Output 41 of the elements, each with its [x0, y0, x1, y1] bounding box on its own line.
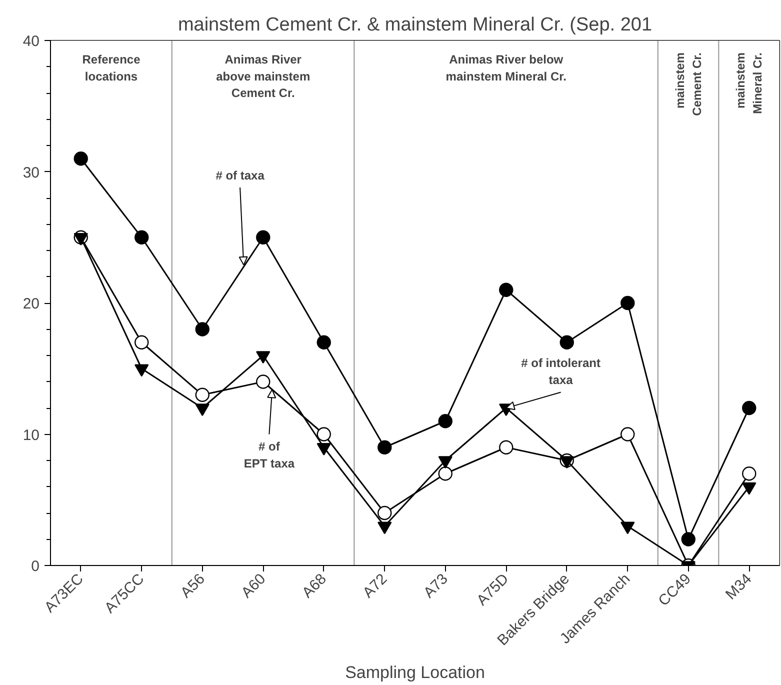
annotation: # of intolerant taxa: [521, 356, 600, 387]
y-tick-label: 40: [22, 33, 40, 50]
x-tick-label: A68: [298, 570, 330, 602]
y-tick-label: 30: [22, 164, 40, 182]
point: [378, 506, 392, 520]
x-tick-label: A72: [360, 570, 391, 602]
point: [134, 230, 149, 244]
y-tick-label: 0: [31, 558, 40, 575]
point: [560, 335, 574, 350]
point: [195, 322, 210, 336]
x-tick-label: A73: [420, 570, 452, 602]
point: [256, 230, 270, 244]
point: [742, 466, 756, 481]
x-tick-label: A60: [238, 570, 270, 602]
point: [378, 440, 392, 454]
band-label: mainstem Cement Cr.: [672, 52, 704, 116]
y-tick-label: 10: [22, 426, 40, 444]
point: [499, 282, 514, 297]
point: [134, 335, 149, 350]
point: [316, 335, 331, 350]
point: [316, 427, 331, 442]
annotation: # of taxa: [216, 168, 265, 182]
point: [256, 374, 270, 389]
y-tick-label: 20: [22, 296, 40, 312]
point: [499, 440, 514, 454]
point: [438, 466, 452, 481]
point: [620, 427, 635, 442]
band-label: Animas River above mainstem Cement Cr.: [216, 52, 310, 100]
point: [681, 532, 696, 546]
point: [438, 414, 452, 428]
x-axis-title: Sampling Location: [345, 663, 485, 682]
chart-title: mainstem Cement Cr. & mainstem Mineral Cr. (Sep. 201: [178, 14, 652, 36]
band-label: Animas River below mainstem Mineral Cr.: [446, 52, 566, 84]
x-tick-label: A56: [177, 570, 208, 602]
annotation: # of EPT taxa: [244, 440, 295, 470]
point: [74, 152, 88, 166]
band-label: mainstem Mineral Cr.: [734, 52, 765, 114]
point: [620, 296, 635, 310]
point: [195, 388, 210, 402]
band-label: Reference locations: [82, 52, 141, 84]
point: [742, 400, 756, 416]
